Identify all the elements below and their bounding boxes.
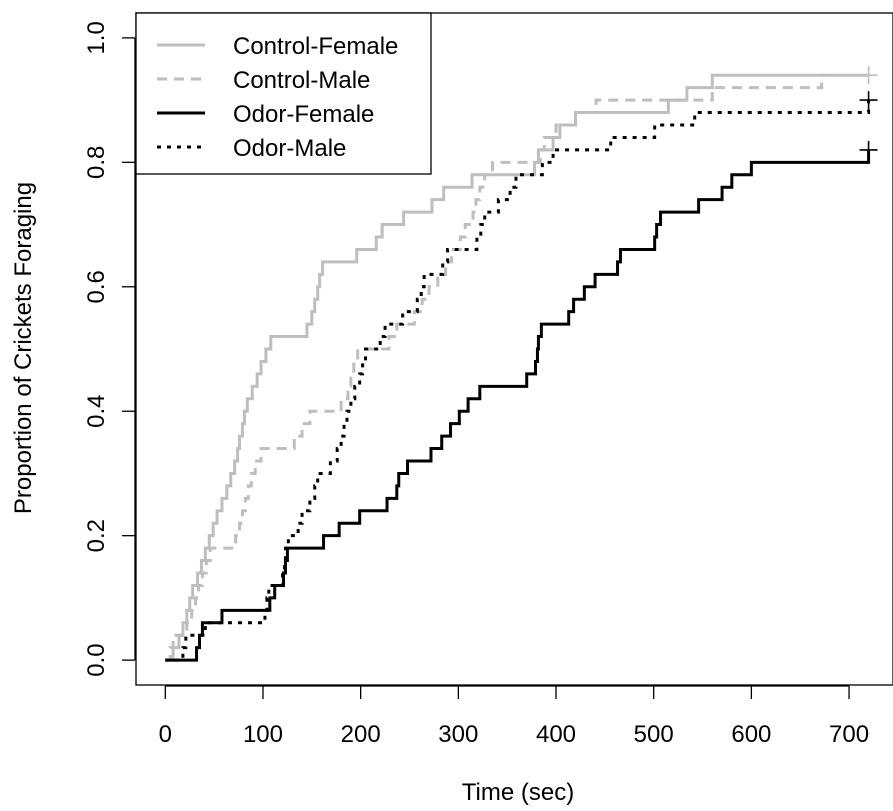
- series-line-odor-male: [165, 100, 871, 662]
- x-tick-label: 500: [634, 721, 674, 748]
- x-tick-label: 300: [438, 721, 478, 748]
- y-tick-label: 0.8: [83, 146, 110, 179]
- x-tick-label: 0: [159, 721, 172, 748]
- y-axis-label: Proportion of Crickets Foraging: [10, 182, 37, 514]
- legend-label: Control-Female: [233, 33, 398, 60]
- legend-label: Odor-Female: [233, 101, 374, 128]
- legend-box: [135, 12, 432, 175]
- y-axis: 0.0 0.2 0.4 0.6 0.8 1.0: [83, 21, 136, 677]
- series-line-odor-female: [165, 149, 871, 662]
- y-tick-label: 0.0: [83, 643, 110, 676]
- censor-mark: [859, 91, 878, 110]
- y-tick-label: 0.6: [83, 270, 110, 303]
- legend: Control-Female Control-Male Odor-Female Odo…: [135, 12, 432, 175]
- legend-label: Odor-Male: [233, 135, 346, 162]
- series-line-control-female: [165, 73, 869, 662]
- censor-mark: [859, 140, 878, 159]
- x-axis: 0 100 200 300 400 500 600 700: [159, 685, 869, 748]
- plot-frame: [135, 12, 893, 686]
- legend-label: Control-Male: [233, 67, 370, 94]
- series-layer: [165, 66, 878, 662]
- x-tick-label: 400: [536, 721, 576, 748]
- series-line-control-male: [165, 73, 826, 662]
- x-tick-label: 700: [829, 721, 869, 748]
- y-tick-label: 1.0: [83, 21, 110, 54]
- x-tick-label: 600: [731, 721, 771, 748]
- y-tick-label: 0.4: [83, 395, 110, 428]
- censor-mark: [859, 66, 878, 85]
- x-tick-label: 200: [341, 721, 381, 748]
- x-tick-label: 100: [243, 721, 283, 748]
- x-axis-label: Time (sec): [462, 779, 574, 806]
- y-tick-label: 0.2: [83, 519, 110, 552]
